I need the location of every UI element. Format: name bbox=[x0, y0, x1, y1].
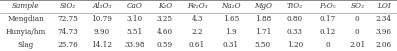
Text: 4.60: 4.60 bbox=[157, 28, 173, 36]
Text: TiO₂: TiO₂ bbox=[287, 2, 303, 10]
Text: SiO₂: SiO₂ bbox=[59, 2, 75, 10]
Text: Slag: Slag bbox=[17, 41, 34, 49]
Text: 4.3: 4.3 bbox=[191, 15, 203, 23]
Text: 0.12: 0.12 bbox=[320, 28, 336, 36]
Text: K₂O: K₂O bbox=[158, 2, 172, 10]
Text: 0.31: 0.31 bbox=[223, 41, 239, 49]
Text: 3.10: 3.10 bbox=[127, 15, 143, 23]
Text: 2.34: 2.34 bbox=[376, 15, 392, 23]
Text: 5.51: 5.51 bbox=[127, 28, 143, 36]
Text: 33.98: 33.98 bbox=[125, 41, 145, 49]
Text: 1.88: 1.88 bbox=[255, 15, 271, 23]
Text: 25.76: 25.76 bbox=[57, 41, 78, 49]
Text: 0.61: 0.61 bbox=[189, 41, 205, 49]
Text: 3.96: 3.96 bbox=[376, 28, 392, 36]
Text: 0.59: 0.59 bbox=[157, 41, 173, 49]
Text: Al₂O₃: Al₂O₃ bbox=[92, 2, 112, 10]
Text: 5.50: 5.50 bbox=[255, 41, 271, 49]
Text: 1.65: 1.65 bbox=[223, 15, 239, 23]
Text: MgO: MgO bbox=[254, 2, 272, 10]
Text: 14.12: 14.12 bbox=[91, 41, 112, 49]
Text: 10.79: 10.79 bbox=[91, 15, 112, 23]
Text: 1.9: 1.9 bbox=[225, 28, 237, 36]
Text: SO₃: SO₃ bbox=[350, 2, 364, 10]
Text: CaO: CaO bbox=[127, 2, 143, 10]
Text: Na₂O: Na₂O bbox=[221, 2, 241, 10]
Text: 1.20: 1.20 bbox=[287, 41, 303, 49]
Text: P₂O₅: P₂O₅ bbox=[319, 2, 336, 10]
Text: Sample: Sample bbox=[12, 2, 40, 10]
Text: 74.73: 74.73 bbox=[57, 28, 78, 36]
Text: 2.2: 2.2 bbox=[191, 28, 203, 36]
Text: 0.17: 0.17 bbox=[320, 15, 336, 23]
Text: 2.06: 2.06 bbox=[376, 41, 392, 49]
Text: Fe₂O₃: Fe₂O₃ bbox=[187, 2, 207, 10]
Text: Hunyia/hm: Hunyia/hm bbox=[6, 28, 46, 36]
Text: 0: 0 bbox=[325, 41, 330, 49]
Text: 0.80: 0.80 bbox=[287, 15, 303, 23]
Text: 9.90: 9.90 bbox=[94, 28, 110, 36]
Text: 1.71: 1.71 bbox=[254, 28, 271, 36]
Text: Mengdian: Mengdian bbox=[8, 15, 44, 23]
Text: 2.01: 2.01 bbox=[349, 41, 365, 49]
Text: LOI: LOI bbox=[377, 2, 391, 10]
Text: 72.75: 72.75 bbox=[57, 15, 78, 23]
Text: 3.25: 3.25 bbox=[157, 15, 173, 23]
Text: 0: 0 bbox=[355, 28, 360, 36]
Text: 0: 0 bbox=[355, 15, 360, 23]
Text: 0.33: 0.33 bbox=[287, 28, 303, 36]
